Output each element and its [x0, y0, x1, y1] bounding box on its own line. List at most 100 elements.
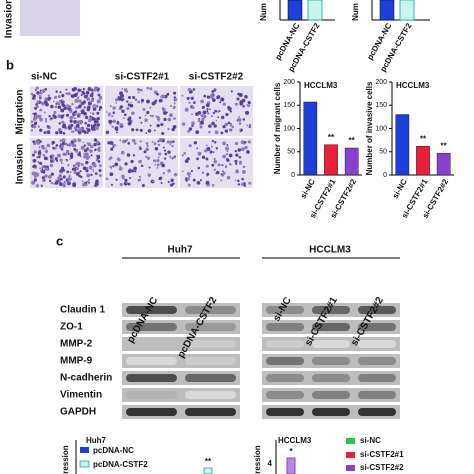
cell [35, 103, 39, 106]
band [312, 323, 350, 331]
cell [226, 144, 229, 146]
cell [69, 115, 74, 120]
cell [205, 144, 208, 147]
cell [133, 166, 137, 171]
cell [75, 172, 80, 176]
cell [161, 131, 165, 135]
bar-fragment [287, 0, 303, 21]
bar-fragment [307, 0, 323, 21]
cell [86, 128, 91, 133]
cell [212, 111, 215, 115]
cell [199, 179, 203, 182]
micrographs [30, 86, 253, 188]
band [358, 408, 396, 416]
cell [119, 165, 121, 168]
cell [39, 128, 43, 132]
cell [234, 102, 238, 106]
bar [303, 101, 318, 176]
cell [62, 131, 66, 135]
cell [116, 121, 120, 125]
cell [112, 146, 115, 149]
cell [48, 115, 51, 118]
cell [48, 179, 52, 183]
cell [205, 157, 209, 161]
cell [205, 103, 210, 108]
cell [211, 184, 215, 187]
cell [96, 116, 100, 121]
cell [139, 140, 142, 143]
cell [188, 101, 191, 104]
cell [39, 167, 42, 170]
cell [109, 141, 114, 145]
cell [172, 106, 176, 110]
band [358, 374, 396, 382]
cell [57, 176, 61, 180]
cell [214, 109, 217, 113]
cell [43, 178, 46, 181]
cell [161, 163, 166, 168]
cell [85, 156, 90, 160]
chart-title: HCCLM3 [278, 436, 312, 445]
band [312, 374, 350, 382]
cell [98, 95, 103, 100]
cell [234, 141, 239, 146]
bar [344, 147, 359, 176]
cell [92, 168, 95, 171]
cell [74, 149, 79, 153]
band [266, 323, 304, 331]
cell [195, 112, 199, 116]
cell [246, 124, 249, 127]
cell [45, 102, 49, 107]
group-label: Huh7 [168, 245, 193, 256]
cell [63, 180, 67, 184]
cell [247, 101, 251, 105]
row-label: Invasion [4, 0, 15, 38]
cell [53, 95, 58, 100]
cell [61, 102, 65, 107]
cell [96, 90, 99, 93]
y-label: Number of invasive cells [365, 81, 374, 175]
cell [219, 101, 222, 104]
cell [192, 101, 196, 104]
cell [77, 152, 81, 157]
cell [201, 117, 205, 122]
cell [85, 127, 88, 130]
protein-label: Claudin 1 [60, 305, 105, 316]
cell [58, 179, 62, 183]
cell [237, 118, 242, 122]
cell [229, 124, 233, 127]
cell [237, 148, 242, 152]
cell [72, 164, 76, 168]
cell [142, 107, 146, 111]
cell [225, 158, 230, 162]
chart-title: HCCLM3 [304, 81, 338, 90]
cell [183, 151, 186, 155]
cell [203, 114, 207, 119]
band [358, 340, 396, 348]
cell [145, 147, 150, 152]
cell [224, 122, 228, 127]
bar-charts: HCCLM3 Number of migrant cells 0 50 100 150 20… [273, 79, 454, 220]
cell [235, 169, 240, 174]
cell [238, 122, 242, 125]
cell [206, 172, 210, 176]
cell [71, 167, 75, 171]
cell [186, 157, 190, 161]
y-tick-label: 50 [287, 149, 295, 156]
band [126, 340, 177, 348]
cell [41, 102, 45, 106]
cell [146, 156, 151, 160]
cell [77, 88, 81, 92]
cell [105, 177, 109, 181]
cell [61, 120, 65, 124]
row-label: Migration [15, 90, 26, 135]
cell [54, 157, 58, 161]
cell [54, 105, 58, 109]
cell [61, 99, 64, 102]
cell [60, 148, 64, 151]
y-label: Number of migrant cells [273, 82, 282, 174]
cell [114, 162, 119, 167]
cell [36, 91, 40, 94]
cell [79, 155, 82, 158]
cell [45, 167, 49, 171]
